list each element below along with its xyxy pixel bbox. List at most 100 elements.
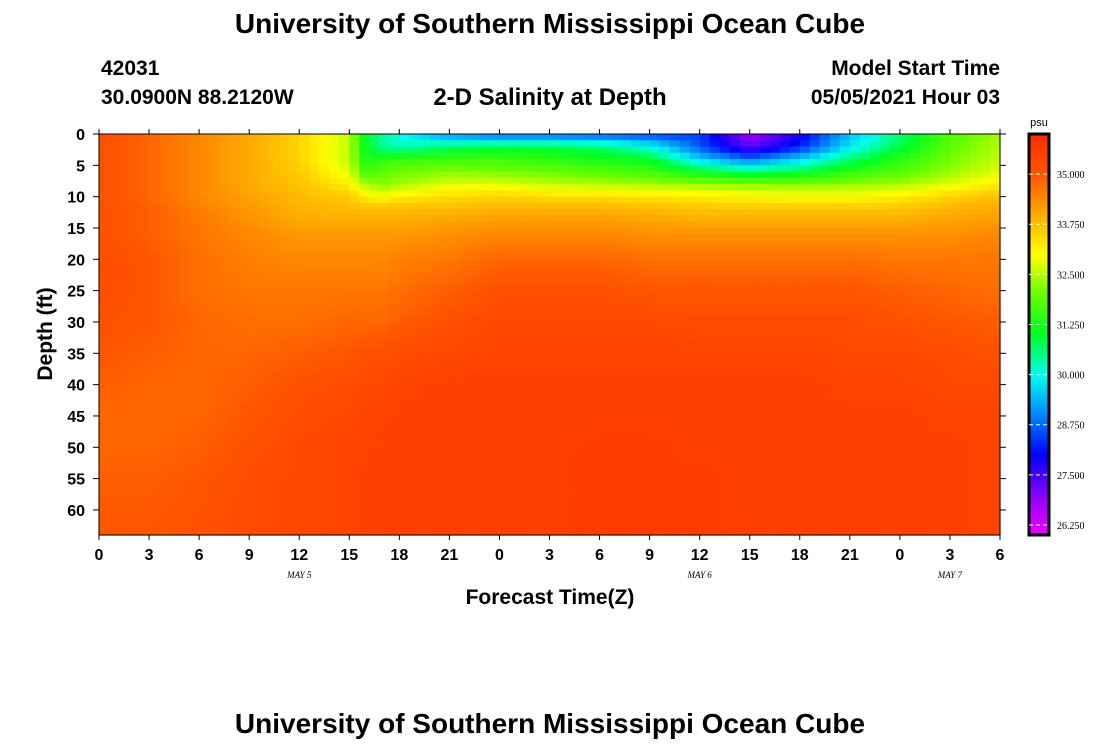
heatmap-cell — [389, 140, 400, 148]
heatmap-cell — [519, 296, 531, 304]
heatmap-cell — [339, 253, 350, 260]
heatmap-cell — [99, 234, 110, 242]
heatmap-cell — [699, 428, 711, 436]
heatmap-cell — [989, 215, 1001, 223]
heatmap-cell — [439, 227, 450, 235]
heatmap-cell — [709, 415, 721, 423]
heatmap-cell — [149, 428, 160, 436]
heatmap-cell — [239, 215, 250, 223]
heatmap-cell — [309, 171, 320, 179]
heatmap-cell — [259, 453, 270, 461]
heatmap-cell — [719, 390, 731, 398]
heatmap-cell — [469, 215, 481, 223]
heatmap-cell — [389, 422, 400, 430]
heatmap-cell — [259, 472, 270, 480]
heatmap-cell — [269, 190, 280, 198]
heatmap-cell — [959, 347, 971, 354]
heatmap-cell — [799, 353, 811, 361]
heatmap-cell — [479, 259, 491, 267]
heatmap-cell — [589, 196, 601, 204]
heatmap-cell — [559, 315, 571, 323]
heatmap-cell — [379, 221, 390, 229]
heatmap-cell — [589, 315, 601, 323]
heatmap-cell — [509, 240, 521, 248]
heatmap-cell — [709, 334, 721, 342]
heatmap-cell — [669, 347, 681, 354]
heatmap-cell — [549, 253, 561, 260]
heatmap-cell — [399, 253, 410, 260]
heatmap-cell — [519, 134, 531, 141]
heatmap-cell — [289, 159, 300, 166]
heatmap-cell — [969, 240, 981, 248]
heatmap-cell — [639, 334, 651, 342]
heatmap-cell — [159, 284, 170, 292]
heatmap-cell — [749, 441, 761, 448]
heatmap-cell — [309, 334, 320, 342]
heatmap-cell — [269, 409, 280, 417]
heatmap-cell — [709, 184, 721, 191]
heatmap-cell — [99, 253, 110, 260]
heatmap-cell — [849, 171, 861, 179]
heatmap-cell — [99, 347, 110, 354]
heatmap-cell — [379, 347, 390, 354]
heatmap-cell — [129, 209, 140, 217]
heatmap-cell — [469, 459, 481, 467]
heatmap-cell — [939, 265, 951, 273]
heatmap-cell — [739, 165, 751, 173]
heatmap-cell — [739, 184, 751, 191]
heatmap-cell — [529, 240, 541, 248]
heatmap-cell — [809, 472, 821, 480]
heatmap-cell — [489, 152, 501, 160]
heatmap-cell — [119, 397, 130, 405]
heatmap-cell — [509, 159, 521, 166]
heatmap-cell — [109, 409, 120, 417]
heatmap-cell — [759, 372, 771, 379]
heatmap-cell — [819, 221, 831, 229]
heatmap-cell — [419, 278, 430, 285]
heatmap-cell — [269, 378, 280, 386]
heatmap-cell — [959, 215, 971, 223]
heatmap-cell — [889, 165, 901, 173]
heatmap-cell — [339, 190, 350, 198]
heatmap-cell — [99, 441, 110, 448]
heatmap-cell — [179, 265, 190, 273]
heatmap-cell — [869, 334, 881, 342]
heatmap-cell — [169, 403, 180, 411]
heatmap-cell — [529, 271, 541, 279]
heatmap-cell — [469, 340, 481, 348]
heatmap-cell — [509, 303, 521, 311]
heatmap-cell — [139, 171, 150, 179]
heatmap-cell — [739, 196, 751, 204]
heatmap-cell — [309, 447, 320, 455]
heatmap-cell — [169, 384, 180, 392]
heatmap-cell — [269, 334, 280, 342]
heatmap-cell — [659, 309, 671, 317]
heatmap-cell — [959, 315, 971, 323]
heatmap-cell — [979, 328, 991, 336]
heatmap-cell — [879, 459, 891, 467]
heatmap-cell — [609, 428, 621, 436]
heatmap-cell — [159, 278, 170, 285]
heatmap-cell — [559, 466, 571, 473]
heatmap-cell — [569, 409, 581, 417]
heatmap-cell — [779, 372, 791, 379]
heatmap-cell — [319, 278, 330, 285]
heatmap-cell — [149, 165, 160, 173]
heatmap-cell — [189, 303, 200, 311]
heatmap-cell — [929, 472, 941, 480]
heatmap-cell — [159, 466, 170, 473]
heatmap-cell — [459, 290, 471, 298]
heatmap-cell — [729, 271, 741, 279]
heatmap-cell — [899, 415, 911, 423]
heatmap-cell — [469, 284, 481, 292]
heatmap-cell — [979, 171, 991, 179]
heatmap-cell — [579, 303, 591, 311]
heatmap-cell — [379, 409, 390, 417]
heatmap-cell — [939, 340, 951, 348]
heatmap-cell — [779, 259, 791, 267]
heatmap-cell — [889, 390, 901, 398]
heatmap-cell — [809, 384, 821, 392]
heatmap-cell — [509, 215, 521, 223]
heatmap-cell — [689, 190, 701, 198]
heatmap-cell — [169, 146, 180, 154]
